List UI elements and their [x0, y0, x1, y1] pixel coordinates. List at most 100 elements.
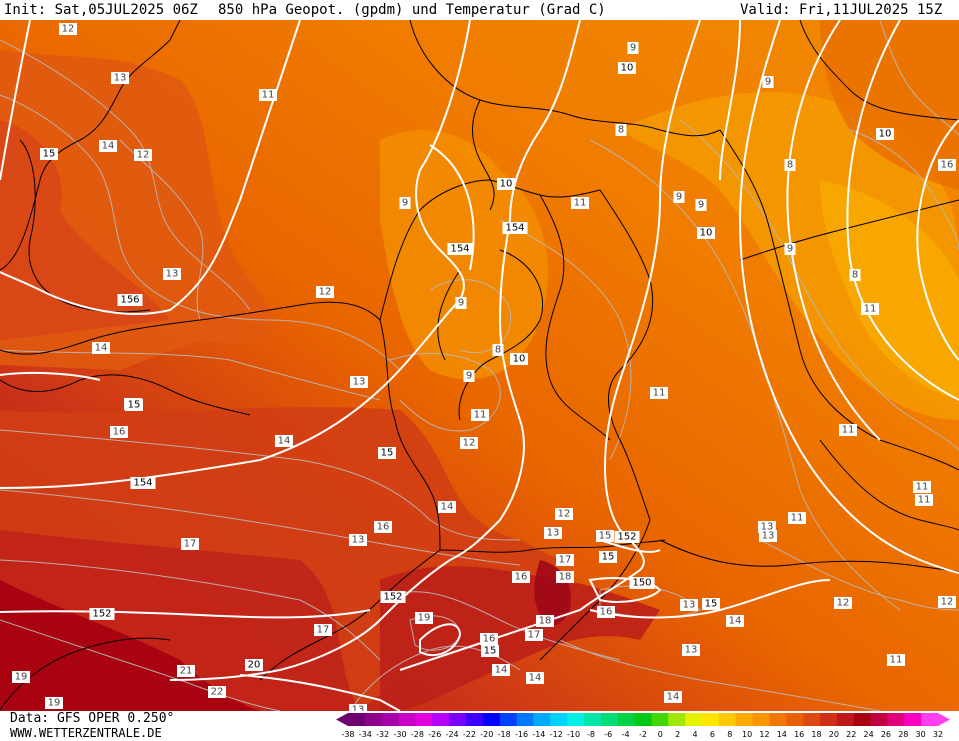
legend-swatch — [600, 713, 619, 726]
legend-swatch — [836, 713, 855, 726]
temperature-label: 14 — [526, 672, 544, 684]
label-value: 19 — [418, 613, 431, 624]
legend-tick-label: 28 — [898, 730, 908, 739]
label-value: 16 — [113, 427, 126, 438]
legend-swatch — [853, 713, 872, 726]
legend-tick-label: 18 — [811, 730, 821, 739]
website-url: WWW.WETTERZENTRALE.DE — [10, 726, 162, 740]
legend-swatch — [769, 713, 787, 726]
temperature-label: 9 — [762, 76, 774, 88]
temperature-label: 9 — [695, 199, 707, 211]
legend-swatch — [718, 713, 737, 726]
geopotential-label: 10 — [697, 227, 715, 239]
temperature-label: 11 — [913, 481, 931, 493]
map-footer: Data: GFS OPER 0.250° WWW.WETTERZENTRALE… — [0, 711, 959, 741]
legend-swatch — [786, 713, 804, 726]
label-value: 13 — [114, 73, 127, 84]
legend-tick-label: 6 — [710, 730, 715, 739]
label-value: 11 — [574, 198, 587, 209]
temperature-label: 14 — [438, 501, 456, 513]
legend-tick-label: 4 — [693, 730, 698, 739]
label-value: 154 — [450, 244, 469, 255]
temperature-label: 18 — [556, 571, 574, 583]
label-value: 13 — [352, 535, 365, 546]
legend-tick-label: 24 — [863, 730, 873, 739]
legend-swatch — [921, 713, 939, 726]
label-value: 16 — [515, 572, 528, 583]
temperature-label: 9 — [463, 370, 475, 382]
temperature-label: 13 — [163, 268, 181, 280]
temperature-label: 11 — [471, 409, 489, 421]
legend-tick-label: -16 — [515, 730, 528, 739]
temperature-label: 13 — [111, 72, 129, 84]
legend-tick-label: -30 — [394, 730, 407, 739]
temperature-label: 14 — [492, 664, 510, 676]
temperature-label: 15 — [596, 530, 614, 542]
label-value: 14 — [278, 436, 291, 447]
label-value: 10 — [621, 63, 634, 74]
temperature-label: 17 — [556, 554, 574, 566]
geopotential-label: 15 — [378, 447, 396, 459]
geopotential-label: 15 — [40, 148, 58, 160]
label-value: 150 — [632, 578, 651, 589]
label-value: 9 — [765, 77, 771, 88]
legend-tick-label: -2 — [639, 730, 647, 739]
label-value: 9 — [466, 371, 472, 382]
temperature-label: 11 — [887, 654, 905, 666]
label-value: 12 — [137, 150, 150, 161]
legend-tick-label: -28 — [411, 730, 424, 739]
temperature-label: 12 — [938, 596, 956, 608]
label-value: 14 — [102, 141, 115, 152]
label-value: 15 — [43, 149, 56, 160]
geopotential-label: 20 — [245, 659, 263, 671]
label-value: 16 — [600, 607, 613, 618]
label-value: 17 — [317, 625, 330, 636]
temperature-label: 11 — [788, 512, 806, 524]
label-value: 15 — [602, 552, 615, 563]
temperature-label: 13 — [682, 644, 700, 656]
legend-swatch — [820, 713, 838, 726]
label-value: 16 — [941, 160, 954, 171]
label-value: 12 — [319, 287, 332, 298]
label-value: 14 — [729, 616, 742, 627]
temperature-label: 9 — [627, 42, 639, 54]
temperature-label: 9 — [673, 191, 685, 203]
geopotential-label: 154 — [130, 477, 156, 489]
label-value: 8 — [787, 160, 793, 171]
label-value: 154 — [133, 478, 152, 489]
temperature-label: 12 — [134, 149, 152, 161]
label-value: 13 — [352, 705, 365, 712]
temperature-label: 9 — [399, 197, 411, 209]
label-value: 9 — [698, 200, 704, 211]
legend-swatch — [651, 713, 669, 726]
legend-swatch — [482, 713, 501, 726]
label-value: 21 — [180, 666, 193, 677]
temperature-label: 8 — [849, 269, 861, 281]
label-value: 18 — [559, 572, 572, 583]
label-value: 16 — [483, 634, 496, 645]
label-value: 9 — [402, 198, 408, 209]
geopotential-label: 154 — [502, 222, 528, 234]
temperature-label: 17 — [314, 624, 332, 636]
temperature-label: 11 — [839, 424, 857, 436]
color-legend: -38 -34 -32 -30 -28 -26 -24 -22 -20 -18 -16 -14 -12-… — [336, 713, 950, 739]
label-value: 19 — [48, 698, 61, 709]
label-value: 11 — [791, 513, 804, 524]
legend-tick-label: 32 — [933, 730, 943, 739]
temperature-label: 9 — [455, 297, 467, 309]
temperature-label: 14 — [92, 342, 110, 354]
geopotential-lines — [0, 20, 959, 711]
temperature-label: 8 — [784, 159, 796, 171]
legend-tick-label: 10 — [742, 730, 752, 739]
label-value: 15 — [381, 448, 394, 459]
temperature-label: 8 — [492, 344, 504, 356]
geopotential-label: 15 — [702, 598, 720, 610]
legend-tick-label: 30 — [916, 730, 926, 739]
forecast-map: 1213141211131214151613141617171921221919… — [0, 20, 959, 711]
label-value: 152 — [92, 609, 111, 620]
legend-tick-label: -10 — [567, 730, 580, 739]
legend-swatch — [887, 713, 905, 726]
geopotential-labels: 156 154 154 154 152 152 152 150 20 15 15 15 15 15 15 10… — [40, 62, 894, 671]
label-value: 11 — [918, 495, 931, 506]
geopotential-label: 10 — [618, 62, 636, 74]
